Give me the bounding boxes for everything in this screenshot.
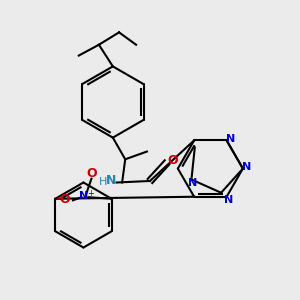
Text: N: N xyxy=(106,175,116,188)
Text: N: N xyxy=(188,178,198,188)
Text: O: O xyxy=(86,167,97,180)
Text: N: N xyxy=(224,195,233,206)
Text: −: − xyxy=(56,194,64,204)
Text: N: N xyxy=(242,162,251,172)
Text: H: H xyxy=(99,177,107,187)
Text: O: O xyxy=(60,193,70,206)
Text: N: N xyxy=(79,191,88,201)
Text: N: N xyxy=(226,134,235,144)
Text: +: + xyxy=(87,189,94,198)
Text: O: O xyxy=(167,154,178,167)
